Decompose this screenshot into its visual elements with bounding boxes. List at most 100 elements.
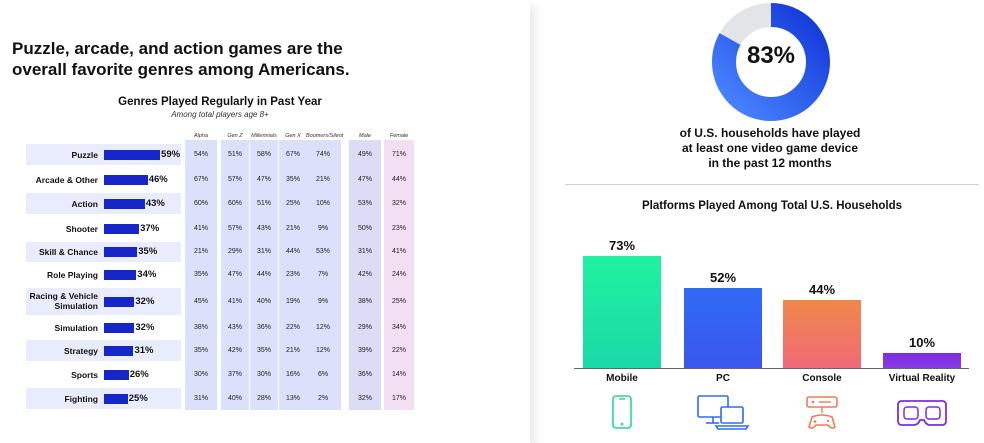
table-row xyxy=(26,318,181,338)
table-cell: 51% xyxy=(256,199,271,207)
column-band xyxy=(250,140,278,410)
column-band xyxy=(305,140,341,410)
platforms-chart-title: Platforms Played Among Total U.S. Househ… xyxy=(641,200,903,212)
table-cell: 53% xyxy=(315,248,330,255)
donut-value-label: 83% xyxy=(746,42,796,69)
table-row xyxy=(26,264,181,285)
table-row xyxy=(26,193,181,214)
column-header: Male xyxy=(359,133,371,139)
table-cell: 43% xyxy=(256,224,271,232)
table-cell: 54% xyxy=(193,150,208,158)
table-cell: 42% xyxy=(227,346,242,354)
platform-category-label: Console xyxy=(802,373,842,384)
table-cell: 21% xyxy=(315,175,330,183)
table-cell: 22% xyxy=(285,324,300,331)
table-cell: 44% xyxy=(285,248,300,255)
table-cell: 7% xyxy=(317,270,329,278)
table-cell: 58% xyxy=(256,150,271,158)
genre-bar-label: 43% xyxy=(145,197,165,209)
table-cell: 71% xyxy=(391,150,406,158)
table-cell: 32% xyxy=(391,199,406,207)
genre-bar xyxy=(104,323,135,333)
row-label: Skill & Chance xyxy=(38,247,98,257)
households-text-line-3: in the past 12 months xyxy=(708,156,832,170)
genre-bar xyxy=(104,345,134,356)
genres-panel: Puzzle, arcade, and action games are the… xyxy=(12,39,414,410)
table-cell: 47% xyxy=(227,270,242,278)
table-cell: 49% xyxy=(357,150,372,158)
table-row xyxy=(26,242,181,262)
table-cell: 35% xyxy=(285,175,300,183)
households-text-line-2: at least one video game device xyxy=(681,141,859,155)
table-cell: 12% xyxy=(315,324,330,331)
table-cell: 36% xyxy=(256,324,271,331)
row-label: Strategy xyxy=(63,345,98,356)
table-cell: 2% xyxy=(317,394,329,402)
column-band xyxy=(185,140,217,410)
genre-bar xyxy=(104,223,140,234)
genre-bar-label: 32% xyxy=(135,322,155,333)
table-cell: 30% xyxy=(193,370,208,378)
platforms-baseline xyxy=(574,368,969,369)
row-label-line: Racing & Vehicle xyxy=(29,291,99,301)
table-cell: 29% xyxy=(357,324,372,331)
table-cell: 31% xyxy=(357,248,372,255)
table-cell: 74% xyxy=(315,150,330,158)
table-cell: 23% xyxy=(285,270,300,278)
table-cell: 41% xyxy=(193,224,208,232)
platform-category-label: Mobile xyxy=(606,373,638,384)
genre-bar xyxy=(104,149,161,160)
section-divider xyxy=(565,184,979,185)
table-row xyxy=(26,144,181,165)
row-label: Puzzle xyxy=(71,149,98,160)
row-label: Role Playing xyxy=(46,269,98,280)
table-cell: 28% xyxy=(256,394,271,402)
genre-bar xyxy=(104,369,129,380)
smartphone-icon xyxy=(611,395,633,434)
table-cell: 10% xyxy=(315,199,330,207)
row-label: Sports xyxy=(71,369,98,380)
table-row xyxy=(26,364,181,385)
table-cell: 38% xyxy=(357,297,372,305)
table-cell: 41% xyxy=(391,248,406,255)
genre-bar-label: 34% xyxy=(137,268,157,280)
platform-bar-console xyxy=(783,300,861,368)
table-cell: 42% xyxy=(357,270,372,278)
table-cell: 44% xyxy=(391,175,406,183)
table-cell: 35% xyxy=(193,270,208,278)
table-row xyxy=(26,218,181,239)
table-cell: 13% xyxy=(285,394,300,402)
households-text-line-1: of U.S. households have played xyxy=(679,126,861,140)
genre-bar xyxy=(104,269,137,280)
column-header: Millennials xyxy=(251,133,277,139)
table-cell: 47% xyxy=(357,175,372,183)
table-cell: 67% xyxy=(193,175,208,183)
table-row xyxy=(26,388,181,409)
column-header: Female xyxy=(389,133,409,139)
table-cell: 22% xyxy=(391,346,406,354)
table-cell: 35% xyxy=(256,346,271,354)
genre-bar xyxy=(104,247,138,257)
platform-value-label: 10% xyxy=(908,334,936,350)
table-row xyxy=(26,288,181,315)
pc-monitor-laptop-icon xyxy=(697,395,750,436)
column-band xyxy=(221,140,249,410)
table-cell: 40% xyxy=(256,297,271,305)
column-band xyxy=(384,140,414,410)
table-cell: 31% xyxy=(193,394,208,402)
table-row xyxy=(26,169,181,190)
households-donut: 83% xyxy=(711,2,831,122)
row-label: Fighting xyxy=(64,393,98,404)
table-cell: 38% xyxy=(193,324,208,331)
column-header: Gen X xyxy=(285,133,301,139)
table-cell: 45% xyxy=(193,297,208,305)
platform-value-label: 73% xyxy=(608,238,636,253)
genre-bar xyxy=(104,198,145,209)
table-cell: 25% xyxy=(285,199,300,207)
genre-bar-label: 31% xyxy=(134,344,154,356)
table-cell: 21% xyxy=(193,248,208,255)
table-cell: 23% xyxy=(391,224,406,232)
table-cell: 21% xyxy=(285,224,300,232)
table-cell: 51% xyxy=(227,150,242,158)
column-band xyxy=(279,140,307,410)
